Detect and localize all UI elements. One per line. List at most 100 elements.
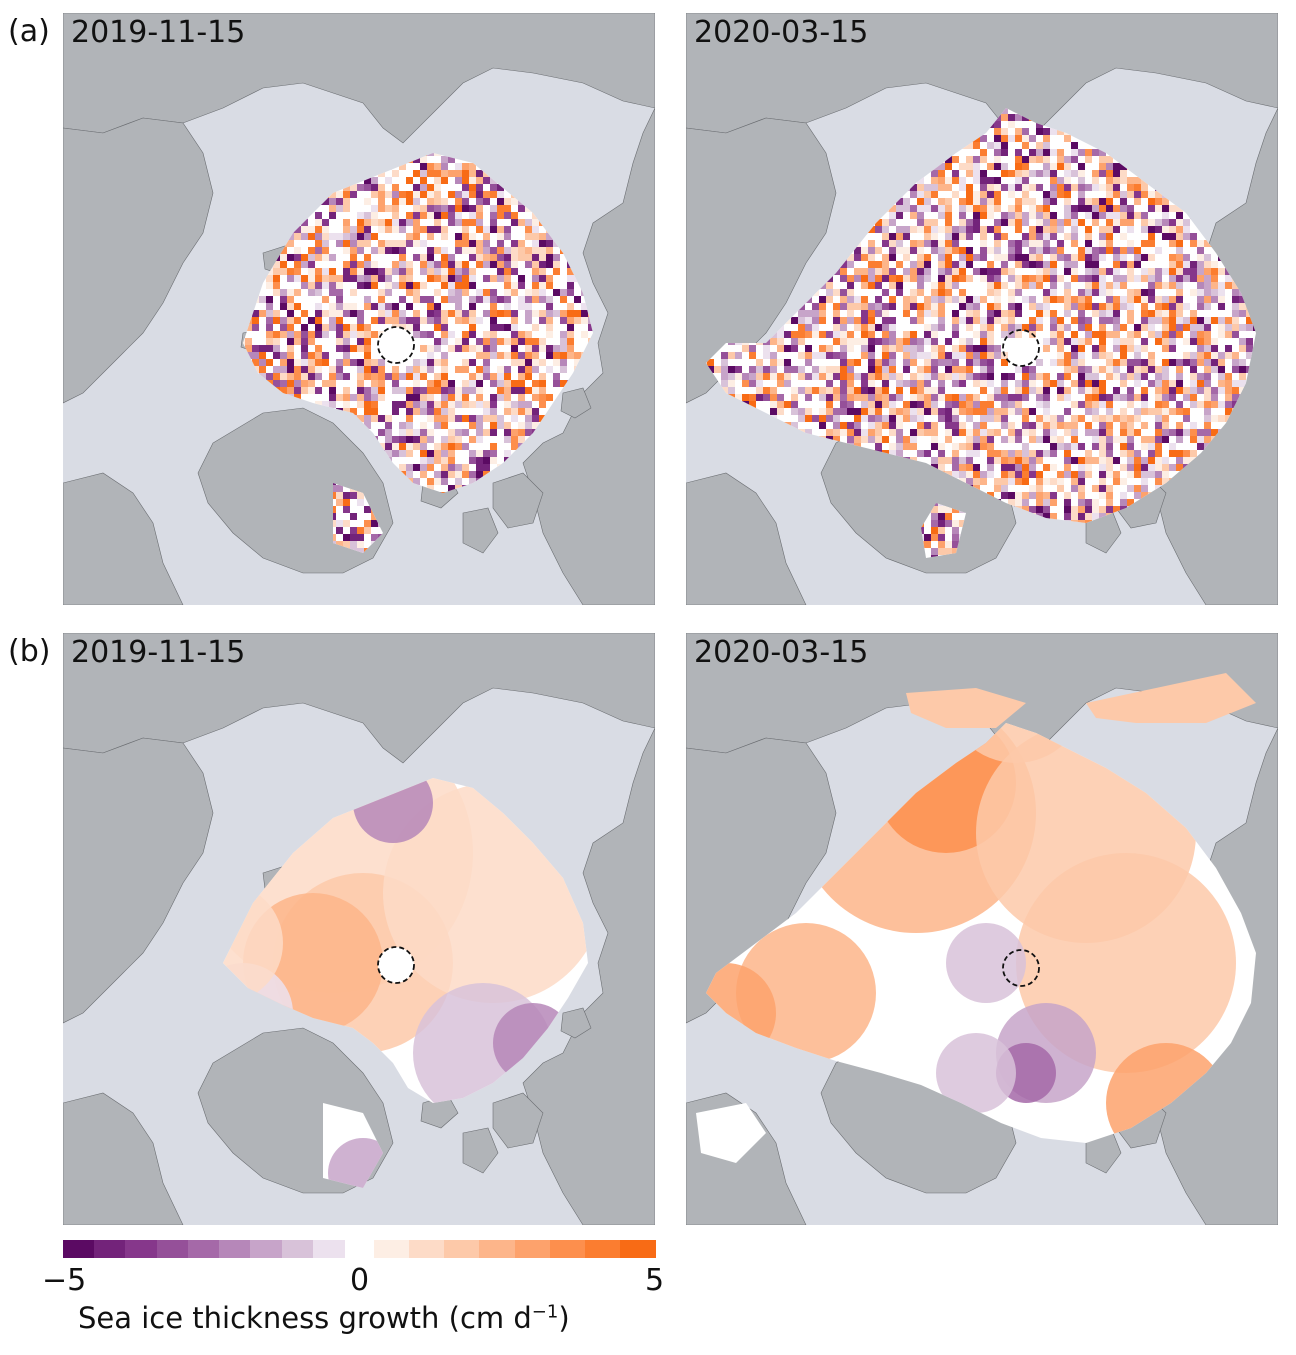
growth-cell <box>378 289 385 296</box>
growth-cell <box>252 345 259 352</box>
growth-cell <box>1113 177 1120 184</box>
growth-cell <box>525 303 532 310</box>
growth-cell <box>1078 177 1085 184</box>
growth-cell <box>364 352 371 359</box>
growth-cell <box>483 275 490 282</box>
growth-cell <box>336 485 343 492</box>
growth-cell <box>574 296 581 303</box>
growth-cell <box>273 282 280 289</box>
growth-cell <box>476 394 483 401</box>
growth-cell <box>322 359 329 366</box>
growth-cell <box>441 359 448 366</box>
growth-cell <box>469 317 476 324</box>
growth-cell <box>259 366 266 373</box>
growth-cell <box>392 408 399 415</box>
land-mass <box>63 117 214 404</box>
growth-cell <box>364 184 371 191</box>
growth-cell <box>490 296 497 303</box>
growth-cell <box>434 338 441 345</box>
growth-cell <box>434 317 441 324</box>
growth-cell <box>546 275 553 282</box>
growth-cell <box>350 240 357 247</box>
sea-ice-growth-field <box>243 153 593 553</box>
growth-cell <box>497 212 504 219</box>
growth-cell <box>364 324 371 331</box>
growth-cell <box>413 233 420 240</box>
growth-cell <box>357 317 364 324</box>
growth-cell <box>1036 121 1043 128</box>
growth-cell <box>392 380 399 387</box>
growth-cell <box>1071 149 1078 156</box>
growth-cell <box>301 331 308 338</box>
growth-cell <box>504 296 511 303</box>
growth-cell <box>490 184 497 191</box>
growth-cell <box>385 317 392 324</box>
growth-cell <box>532 310 539 317</box>
growth-cell <box>357 394 364 401</box>
growth-cell <box>490 261 497 268</box>
growth-cell <box>469 205 476 212</box>
growth-cell <box>392 401 399 408</box>
growth-cell <box>273 261 280 268</box>
growth-cell <box>1043 135 1050 142</box>
growth-cell <box>371 401 378 408</box>
growth-cell <box>287 380 294 387</box>
growth-cell <box>343 359 350 366</box>
growth-cell <box>525 289 532 296</box>
growth-cell <box>567 275 574 282</box>
growth-cell <box>329 366 336 373</box>
growth-cell <box>511 219 518 226</box>
growth-cell <box>399 247 406 254</box>
growth-cell <box>336 541 343 548</box>
growth-cell <box>322 296 329 303</box>
growth-cell <box>434 345 441 352</box>
growth-cell <box>469 240 476 247</box>
growth-cell <box>434 324 441 331</box>
growth-cell <box>476 205 483 212</box>
growth-cell <box>1001 142 1008 149</box>
growth-cell <box>336 373 343 380</box>
growth-cell <box>1043 128 1050 135</box>
growth-cell <box>399 443 406 450</box>
growth-cell <box>406 177 413 184</box>
growth-cell <box>441 177 448 184</box>
growth-cell <box>420 401 427 408</box>
growth-cell <box>420 359 427 366</box>
growth-cell <box>525 352 532 359</box>
growth-cell <box>371 331 378 338</box>
growth-cell <box>518 296 525 303</box>
map-panel-a-2020-03-15: 2020-03-15 <box>686 13 1278 605</box>
growth-cell <box>301 345 308 352</box>
growth-cell <box>1043 170 1050 177</box>
growth-cell <box>462 366 469 373</box>
growth-cell <box>441 247 448 254</box>
growth-cell <box>945 163 952 170</box>
growth-cell <box>462 359 469 366</box>
growth-cell <box>343 401 350 408</box>
growth-cell <box>441 268 448 275</box>
growth-cell <box>245 338 252 345</box>
growth-cell <box>469 247 476 254</box>
growth-cell <box>322 240 329 247</box>
growth-cell <box>413 331 420 338</box>
growth-cell <box>287 268 294 275</box>
growth-cell <box>441 457 448 464</box>
growth-cell <box>406 219 413 226</box>
growth-cell <box>490 219 497 226</box>
growth-cell <box>378 429 385 436</box>
growth-cell <box>518 282 525 289</box>
growth-cell <box>266 324 273 331</box>
growth-cell <box>1001 128 1008 135</box>
growth-cell <box>532 380 539 387</box>
growth-cell <box>539 380 546 387</box>
growth-cell <box>497 198 504 205</box>
growth-cell <box>490 415 497 422</box>
growth-cell <box>392 436 399 443</box>
growth-cell <box>420 268 427 275</box>
growth-cell <box>1043 142 1050 149</box>
growth-cell <box>427 464 434 471</box>
growth-cell <box>490 212 497 219</box>
land-mass <box>560 387 592 419</box>
growth-cell <box>455 198 462 205</box>
growth-cell <box>406 282 413 289</box>
